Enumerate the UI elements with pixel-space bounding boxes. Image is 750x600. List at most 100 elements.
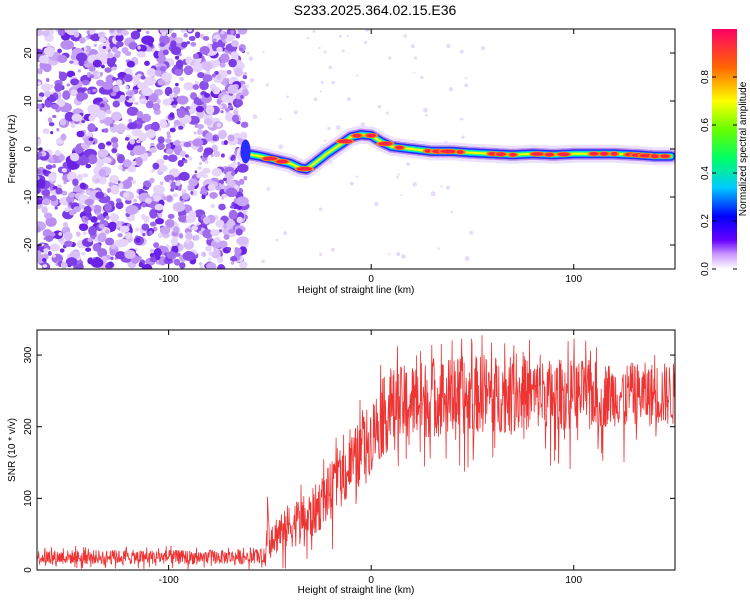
spectrogram-noise-blob [136, 111, 144, 119]
ridge-hotspot [276, 159, 289, 164]
spectrogram-noise-blob [119, 225, 130, 233]
spectrogram-noise-blob [111, 147, 118, 154]
spectrogram-noise-blob [198, 262, 202, 266]
spectrogram-faint-speck [374, 201, 379, 207]
spectrogram-noise-blob [149, 147, 158, 153]
spectrogram-noise-blob [187, 29, 193, 32]
spectrogram-noise-blob [145, 30, 150, 35]
spectrogram-noise-blob [152, 194, 162, 202]
spectrogram-noise-blob [207, 183, 216, 191]
spectrogram-faint-speck [480, 46, 486, 51]
colorbar-tick-label: 0.6 [700, 118, 711, 132]
spectrogram-noise-blob [111, 66, 117, 71]
spectrogram-noise-blob [159, 118, 168, 129]
spectrogram-noise-blob [230, 51, 239, 58]
spectrogram-faint-speck [459, 49, 464, 54]
spectrogram-noise-blob [92, 59, 102, 68]
ridge-hotspot [589, 152, 599, 156]
spectrogram-faint-speck [323, 50, 327, 54]
spectrogram-noise-blob [227, 104, 233, 109]
spectrogram-noise-blob [88, 65, 96, 72]
spectrogram-noise-blob [206, 262, 217, 269]
spectrogram-noise-blob [201, 194, 206, 200]
spectrogram-noise-blob [194, 170, 198, 174]
ridge-hotspot [440, 149, 457, 154]
spectrogram-noise-blob [231, 171, 236, 176]
spectrogram-faint-speck [385, 111, 389, 115]
spectrogram-noise-blob [209, 191, 218, 199]
spectrogram-noise-blob [185, 214, 196, 224]
spectrogram-noise-blob [58, 232, 63, 236]
spectrogram-noise-blob [144, 60, 150, 66]
spectrogram-noise-blob [173, 258, 181, 266]
spectrogram-noise-blob [57, 54, 68, 64]
spectrogram-noise-blob [166, 134, 172, 139]
spectrogram-noise-blob [112, 142, 119, 149]
spectrogram-noise-blob [214, 70, 219, 76]
spectrogram-faint-speck [464, 256, 470, 262]
spectrogram-noise-blob [165, 148, 174, 155]
spectrogram-noise-blob [202, 229, 214, 239]
spectrogram-noise-blob [69, 152, 80, 162]
spectrogram-noise-blob [85, 247, 92, 252]
spectrogram-noise-blob [37, 29, 44, 37]
spectrogram-noise-blob [178, 233, 184, 239]
spectrogram-faint-speck [356, 74, 359, 77]
spectrogram-noise-blob [162, 98, 172, 106]
spectrogram-noise-blob [57, 29, 66, 36]
spectrogram-noise-blob [70, 89, 78, 96]
ridge-hotspot [424, 149, 432, 153]
spectrogram-noise-blob [46, 77, 50, 83]
spectrogram-noise-blob [226, 247, 232, 251]
spectrogram-noise-blob [136, 29, 142, 33]
snr-xtick-label: 0 [368, 575, 374, 586]
spectrogram-noise-blob [156, 98, 161, 105]
spectrogram-noise-blob [161, 31, 167, 36]
spectrogram-noise-blob [233, 132, 242, 139]
spectrogram-noise-blob [90, 257, 104, 268]
spectrogram-noise-blob [112, 77, 117, 81]
spectrogram-noise-blob [181, 41, 188, 48]
spectrogram-noise-blob [181, 193, 190, 200]
spectrogram-noise-blob [236, 163, 249, 173]
spectrogram-noise-blob [56, 128, 60, 132]
spectrogram-noise-blob [161, 72, 173, 82]
spectrogram-noise-blob [182, 157, 186, 161]
spectrogram-noise-blob [83, 205, 92, 215]
spectrogram-noise-blob [68, 202, 73, 206]
spectrogram-noise-blob [225, 112, 234, 122]
spectrogram-faint-speck [324, 139, 327, 143]
spectrogram-noise-blob [71, 113, 83, 122]
spectrogram-faint-speck [396, 252, 401, 257]
spectrogram-ytick-label: -10 [23, 189, 34, 204]
spectrogram-noise-blob [103, 116, 113, 126]
spectrogram-noise-blob [156, 142, 165, 150]
spectrogram-ytick-label: 10 [23, 95, 34, 107]
spectrogram-faint-speck [252, 114, 258, 119]
spectrogram-noise-blob [161, 247, 169, 253]
spectrogram-faint-speck [400, 193, 403, 196]
spectrogram-noise-blob [236, 216, 244, 224]
spectrogram-noise-blob [48, 122, 55, 127]
spectrogram-noise-blob [72, 178, 79, 187]
spectrogram-noise-blob [118, 182, 124, 189]
spectrogram-noise-blob [112, 85, 120, 93]
spectrogram-noise-blob [226, 180, 236, 187]
spectrogram-noise-blob [102, 96, 107, 102]
spectrogram-noise-blob [191, 225, 199, 231]
spectrogram-noise-blob [127, 223, 131, 228]
spectrogram-noise-blob [112, 100, 120, 108]
spectrogram-noise-blob [116, 29, 122, 34]
spectrogram-noise-blob [41, 83, 52, 92]
spectrogram-faint-speck [319, 90, 322, 93]
spectrogram-noise-blob [75, 52, 88, 62]
spectrogram-noise-blob [134, 101, 139, 105]
spectrogram-noise-blob [52, 114, 57, 119]
spectrogram-noise-blob [145, 129, 156, 139]
spectrogram-noise-blob [133, 198, 137, 203]
spectrogram-noise-blob [232, 161, 237, 166]
spectrogram-noise-blob [125, 85, 129, 90]
spectrogram-noise-blob [163, 154, 169, 161]
spectrogram-noise-blob [45, 164, 53, 170]
spectrogram-noise-blob [98, 31, 105, 38]
